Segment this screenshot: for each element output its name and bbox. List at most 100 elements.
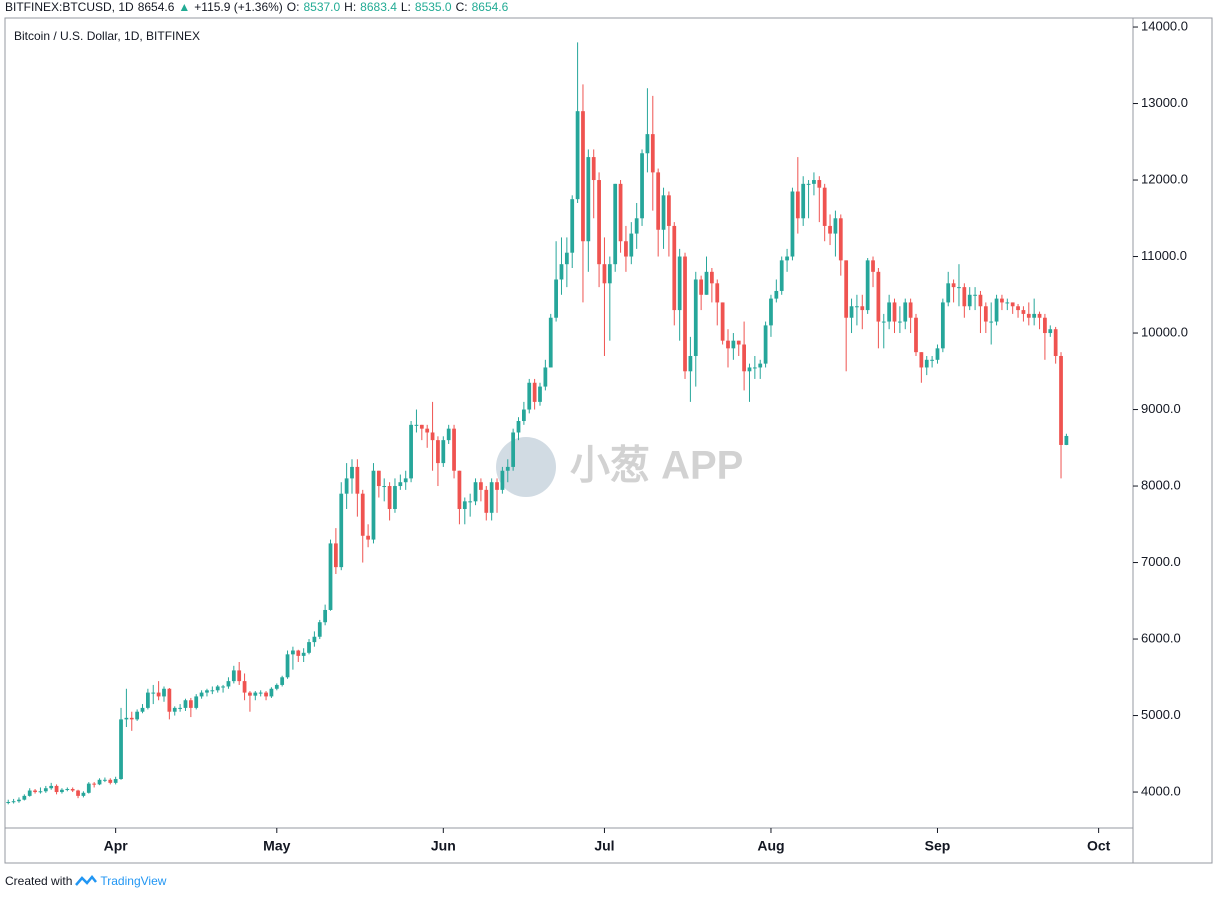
candle-body: [1037, 313, 1042, 318]
x-tick-label: Sep: [925, 838, 951, 854]
y-tick-label: 11000.0: [1141, 248, 1187, 263]
candle-body: [425, 428, 430, 433]
candle-body: [124, 717, 129, 720]
candle-body: [505, 466, 510, 471]
candle-body: [1005, 302, 1010, 304]
candle-body: [559, 264, 564, 280]
x-tick-label: Apr: [104, 838, 129, 854]
watermark-logo: [496, 437, 556, 497]
candle-body: [226, 681, 231, 687]
candle-body: [387, 486, 392, 509]
candle-body: [350, 466, 354, 479]
candle-body: [881, 321, 886, 323]
candle-body: [11, 801, 16, 803]
candle-body: [618, 183, 623, 242]
candle-body: [215, 686, 220, 691]
candle-body: [258, 692, 263, 694]
high-label: H:: [344, 0, 357, 14]
candle-body: [908, 302, 913, 318]
candle-body: [607, 264, 612, 284]
candle-body: [951, 283, 956, 288]
candle-body: [6, 801, 11, 803]
candle-body: [1016, 306, 1020, 311]
candle-body: [210, 690, 215, 692]
candle-body: [242, 681, 247, 693]
candle-body: [693, 279, 698, 356]
candle-body: [398, 482, 403, 487]
candle-body: [1010, 302, 1015, 307]
candle-body: [393, 486, 397, 509]
y-tick-label: 12000.0: [1141, 171, 1188, 186]
candle-body: [860, 306, 865, 311]
open-value: 8537.0: [303, 0, 341, 14]
candle-body: [489, 482, 494, 513]
candle-body: [339, 493, 344, 568]
candle-body: [248, 692, 252, 696]
y-tick-label: 14000.0: [1141, 18, 1188, 33]
candle-body: [849, 306, 854, 318]
candle-body: [677, 256, 682, 311]
candle-body: [887, 302, 892, 322]
close-value: 8654.6: [471, 0, 509, 14]
x-tick-label: Jun: [431, 838, 456, 854]
candle-body: [296, 650, 301, 656]
candle-body: [178, 707, 182, 709]
candle-body: [983, 306, 988, 322]
candle-body: [172, 707, 177, 712]
candle-body: [962, 287, 967, 307]
candle-body: [779, 260, 784, 291]
candle-body: [763, 325, 768, 364]
candle-body: [892, 302, 897, 322]
candle-body: [978, 294, 983, 307]
candle-body: [785, 256, 789, 261]
candle-body: [629, 233, 634, 257]
candle-body: [511, 432, 516, 467]
candle-body: [1048, 329, 1053, 334]
candle-body: [624, 241, 628, 257]
candle-body: [898, 321, 902, 323]
low-value: 8535.0: [414, 0, 452, 14]
candle-body: [522, 409, 526, 422]
candle-body: [769, 298, 773, 326]
candle-body: [17, 799, 21, 802]
candle-body: [876, 271, 881, 322]
candle-body: [328, 543, 333, 610]
candle-body: [1026, 313, 1031, 318]
candle-body: [726, 340, 730, 349]
candle-body: [27, 790, 32, 796]
candle-body: [162, 688, 166, 697]
candle-body: [994, 298, 999, 322]
x-tick-label: Oct: [1087, 838, 1111, 854]
candle-body: [1021, 310, 1026, 314]
candle-body: [317, 622, 322, 637]
candle-body: [403, 478, 408, 483]
footer: Created with TradingView: [5, 874, 166, 888]
candle-body: [38, 791, 43, 793]
candle-body: [865, 260, 870, 311]
candle-body: [500, 470, 505, 490]
candle-body: [43, 788, 48, 792]
candle-body: [790, 191, 795, 257]
candle-body: [103, 779, 107, 781]
x-tick-label: May: [263, 838, 290, 854]
candle-body: [742, 344, 746, 372]
candle-body: [264, 692, 268, 697]
candle-body: [935, 348, 940, 360]
candle-body: [548, 317, 553, 368]
candle-body: [441, 440, 446, 464]
candle-body: [409, 424, 413, 479]
candle-body: [1000, 298, 1004, 303]
candle-body: [360, 493, 365, 536]
candle-body: [231, 670, 236, 682]
candle-body: [752, 367, 757, 369]
candle-body: [645, 134, 650, 154]
candle-body: [844, 260, 849, 318]
x-tick-label: Aug: [757, 838, 784, 854]
candle-body: [543, 367, 548, 387]
last-price: 8654.6: [137, 0, 175, 14]
candle-body: [376, 470, 381, 487]
candle-body: [285, 654, 290, 678]
candle-body: [221, 686, 225, 688]
candle-body: [452, 428, 456, 471]
candle-body: [291, 650, 295, 655]
